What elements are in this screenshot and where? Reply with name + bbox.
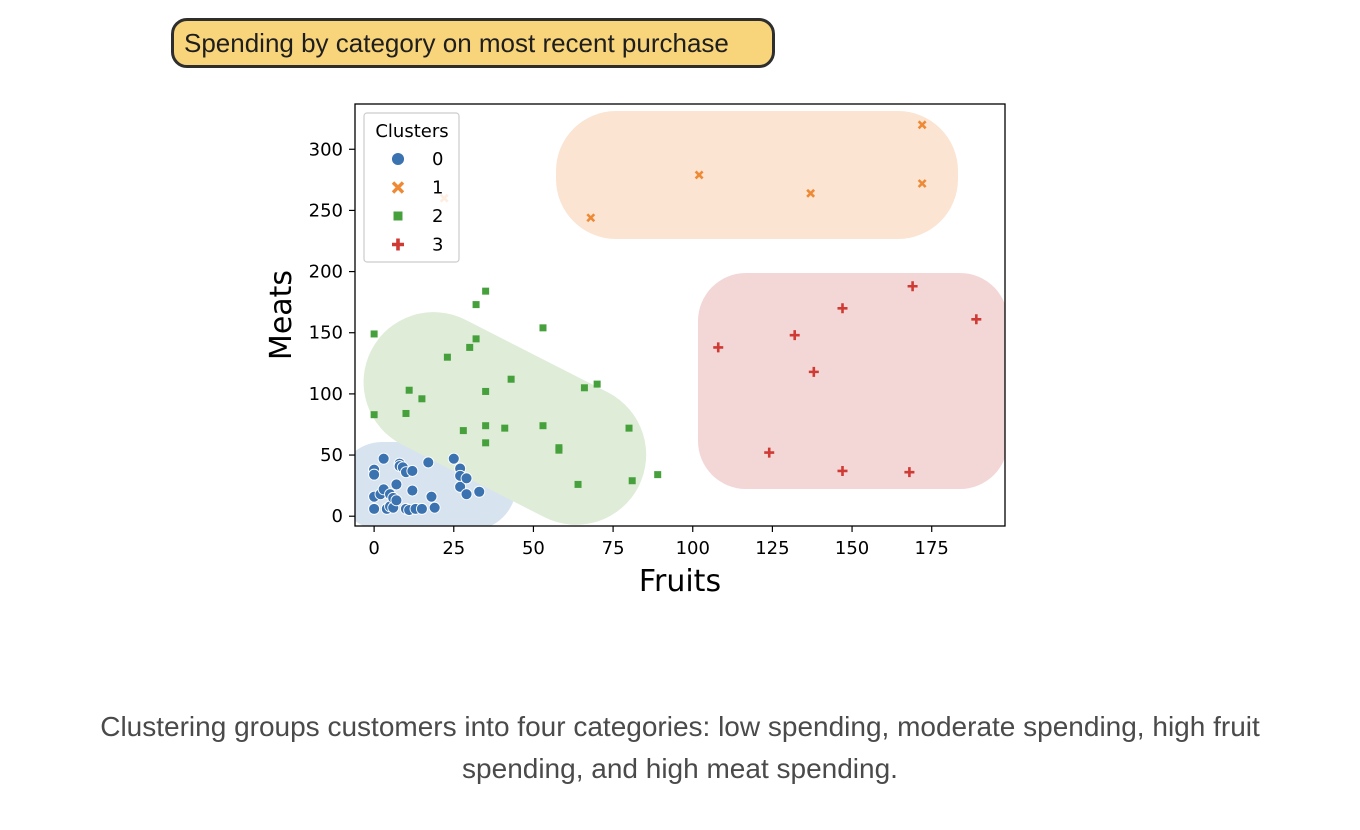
legend-title: Clusters [375,121,448,142]
data-point-cluster-0 [460,488,473,501]
x-tick-label: 150 [835,538,869,559]
data-point-cluster-2 [443,353,451,361]
data-point-cluster-2 [555,446,563,454]
data-point-cluster-2 [472,301,480,309]
data-point-cluster-2 [418,395,426,403]
data-point-cluster-3 [907,281,918,292]
data-point-cluster-2 [466,343,474,351]
cluster-2-region [363,312,647,525]
data-point-cluster-0 [460,472,473,485]
data-point-cluster-1 [586,213,596,223]
plot-frame [354,103,1006,527]
data-point-cluster-0 [425,490,438,503]
cluster-3-region [698,273,1005,489]
data-point-cluster-0 [447,452,460,465]
legend-label-cluster-0: 0 [432,149,443,170]
x-tick-label: 0 [368,538,379,559]
y-tick-label: 50 [320,445,343,466]
data-point-cluster-0 [406,484,419,497]
y-tick-label: 100 [309,384,343,405]
data-point-cluster-0 [406,465,419,477]
x-tick-label: 25 [442,538,465,559]
data-point-cluster-0 [368,468,381,481]
data-point-cluster-2 [402,409,410,417]
x-tick-label: 125 [755,538,789,559]
data-point-cluster-2 [405,386,413,394]
legend-label-cluster-2: 2 [432,206,443,227]
y-tick-label: 250 [309,200,343,221]
data-point-cluster-1 [806,188,816,198]
data-point-cluster-2 [472,335,480,343]
x-tick-label: 100 [676,538,710,559]
data-point-cluster-2 [593,380,601,388]
data-point-cluster-0 [377,452,390,465]
chart-title-badge: Spending by category on most recent purc… [171,18,775,68]
data-point-cluster-3 [837,303,848,314]
data-point-cluster-2 [507,375,515,383]
x-axis-label: Fruits [639,564,721,599]
legend-label-cluster-1: 1 [432,178,443,199]
y-tick-label: 150 [309,323,343,344]
y-tick-label: 200 [309,262,343,283]
data-point-cluster-3 [837,465,848,476]
data-point-cluster-0 [390,494,403,507]
x-tick-label: 175 [915,538,949,559]
y-tick-label: 300 [309,139,343,160]
x-tick-label: 75 [602,538,625,559]
data-point-cluster-3 [713,342,724,353]
legend-marker-cluster-0 [391,152,405,166]
data-points [368,120,982,517]
legend-box [363,112,460,263]
legend-label-cluster-3: 3 [432,235,443,256]
data-point-cluster-3 [764,447,775,458]
data-point-cluster-0 [422,456,435,469]
data-point-cluster-2 [539,324,547,332]
data-point-cluster-0 [368,502,381,515]
data-point-cluster-2 [574,480,582,488]
data-point-cluster-2 [628,477,636,485]
data-point-cluster-0 [415,502,428,515]
data-point-cluster-2 [625,424,633,432]
legend-marker-cluster-3 [392,238,404,251]
data-point-cluster-3 [789,330,800,341]
cluster-1-region [556,111,958,239]
data-point-cluster-2 [370,330,378,338]
figure-caption: Clustering groups customers into four ca… [100,711,1260,784]
data-point-cluster-1 [694,170,704,180]
data-point-cluster-2 [370,411,378,419]
data-point-cluster-2 [482,439,490,447]
data-point-cluster-1 [917,179,927,188]
data-point-cluster-2 [482,287,490,295]
legend-marker-cluster-2 [393,211,403,221]
data-point-cluster-0 [428,501,441,514]
data-point-cluster-2 [539,422,547,430]
data-point-cluster-3 [971,314,982,325]
data-point-cluster-3 [904,467,915,478]
x-tick-label: 50 [522,538,545,559]
data-point-cluster-2 [580,384,588,392]
data-point-cluster-0 [390,478,403,491]
data-point-cluster-1 [917,120,927,130]
chart-legend: Clusters 0 1 2 3 [363,112,460,263]
data-point-cluster-2 [501,424,509,432]
y-axis-label: Meats [264,270,299,360]
data-point-cluster-2 [459,427,467,435]
data-point-cluster-2 [654,471,662,479]
data-point-cluster-0 [473,485,486,498]
scatter-chart: 0 25 50 75 100 125 150 175 0 50 100 150 200 250 300 Fr… [264,103,1006,599]
data-point-cluster-3 [808,366,819,377]
legend-marker-cluster-1 [391,181,405,194]
y-tick-label: 0 [332,506,343,527]
chart-axes: 0 25 50 75 100 125 150 175 0 50 100 150 200 250 300 [309,103,1006,559]
data-point-cluster-2 [482,422,490,430]
data-point-cluster-2 [482,387,490,395]
cluster-regions [355,111,1005,526]
